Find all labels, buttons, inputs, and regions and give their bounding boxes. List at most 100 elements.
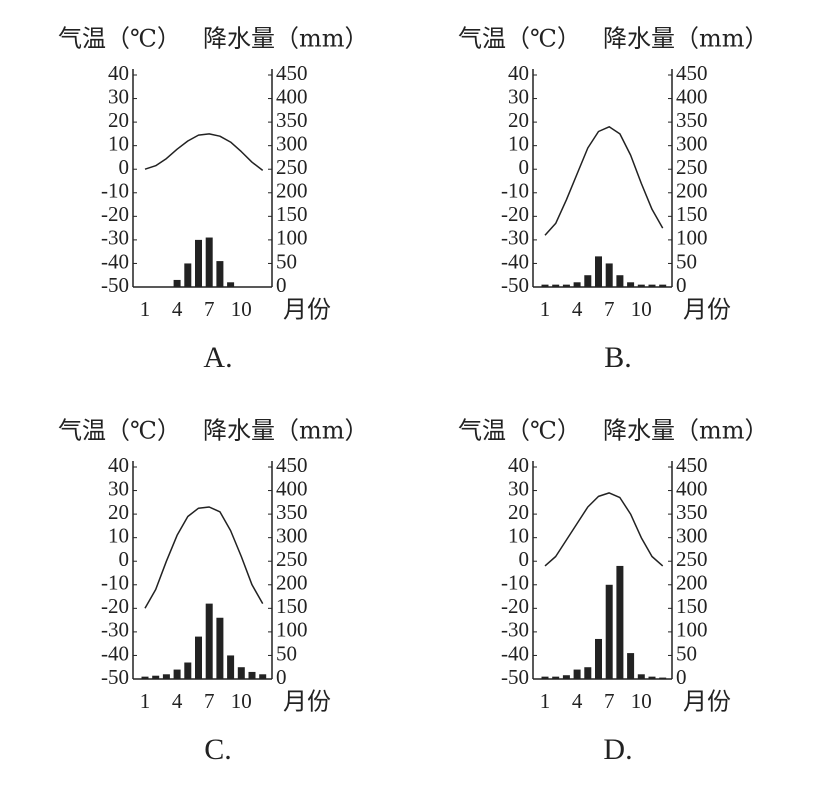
bar [259,674,267,679]
bar [627,653,635,679]
bar [227,282,235,287]
y-tick-label: 40 [108,453,129,477]
bar [237,667,245,679]
caption: B. [604,341,632,374]
bar [627,282,635,287]
bar [573,669,581,679]
bar [648,676,656,679]
bar [605,263,613,287]
bar [173,669,181,679]
bar [595,256,602,287]
x-tick-label: 1 [140,689,151,713]
y2-tick-label: 400 [676,84,708,108]
y-tick-label: -30 [101,226,129,250]
bar [184,263,192,287]
y2-tick-label: 450 [676,61,708,85]
x-tick-label: 4 [172,297,183,321]
bar [616,275,624,287]
left-axis-label: 气温（℃） [58,25,181,53]
y2-tick-label: 450 [276,453,308,477]
bar [648,284,656,287]
y2-tick-label: 250 [276,155,308,179]
bar [637,674,645,679]
y2-tick-label: 250 [676,547,708,571]
y2-tick-label: 250 [676,155,708,179]
y-tick-label: 30 [508,476,529,500]
y2-tick-label: 50 [676,249,697,273]
x-axis-label: 月份 [683,688,731,716]
bar [173,279,181,287]
bar [584,667,592,679]
x-tick-label: 1 [140,297,151,321]
right-axis-label: 降水量（mm） [203,417,369,445]
y-tick-label: -40 [101,249,129,273]
bar [216,261,224,287]
bar [184,662,192,679]
bar [216,617,224,679]
y-tick-label: -30 [501,618,529,642]
y2-tick-label: 350 [276,500,308,524]
bar [205,603,213,679]
y-tick-label: 10 [108,523,129,547]
y-tick-label: -10 [101,571,129,595]
x-tick-label: 10 [231,689,252,713]
y-tick-label: 0 [119,155,130,179]
x-tick-label: 7 [204,297,215,321]
y2-tick-label: 200 [276,179,308,203]
y2-tick-label: 0 [276,665,287,689]
y-tick-label: 40 [508,61,529,85]
caption: D. [603,733,632,766]
x-tick-label: 4 [572,689,583,713]
right-axis-label: 降水量（mm） [603,25,769,53]
temperature-line [144,133,264,171]
bar [152,675,160,679]
bar [605,584,613,679]
y2-tick-label: 150 [676,594,708,618]
y2-tick-label: 50 [276,641,297,665]
y-tick-label: -30 [101,618,129,642]
y2-tick-label: 100 [676,618,708,642]
y2-tick-label: 200 [676,179,708,203]
bar [659,284,667,287]
bar [616,565,624,679]
y2-tick-label: 150 [276,594,308,618]
y2-tick-label: 300 [676,131,708,155]
bar [552,676,560,679]
y2-tick-label: 350 [276,108,308,132]
y-tick-label: 20 [508,108,529,132]
bar [195,239,202,287]
y2-tick-label: 200 [676,571,708,595]
x-tick-label: 4 [172,689,183,713]
x-tick-label: 7 [604,689,615,713]
y2-tick-label: 150 [276,202,308,226]
left-axis-label: 气温（℃） [458,25,581,53]
right-axis-label: 降水量（mm） [603,417,769,445]
y2-tick-label: 350 [676,108,708,132]
y-tick-label: -20 [101,202,129,226]
y-tick-label: -20 [501,594,529,618]
y2-tick-label: 300 [276,523,308,547]
x-axis-label: 月份 [283,296,331,324]
y-tick-label: 0 [119,547,130,571]
y2-tick-label: 0 [676,665,687,689]
y2-tick-label: 0 [276,273,287,297]
y-tick-label: -20 [501,202,529,226]
bar [573,282,581,287]
bar [541,284,549,287]
y2-tick-label: 250 [276,547,308,571]
bar [584,275,592,287]
y2-tick-label: 400 [276,84,308,108]
y2-tick-label: 450 [276,61,308,85]
y-tick-label: 10 [108,131,129,155]
bar [195,636,202,679]
bar [227,655,235,679]
y-tick-label: 0 [519,155,530,179]
left-axis-label: 气温（℃） [458,417,581,445]
temperature-line [544,492,664,567]
x-axis-label: 月份 [683,296,731,324]
y-tick-label: -50 [101,665,129,689]
y-tick-label: -50 [101,273,129,297]
bar [248,671,256,679]
y-tick-label: -10 [101,179,129,203]
